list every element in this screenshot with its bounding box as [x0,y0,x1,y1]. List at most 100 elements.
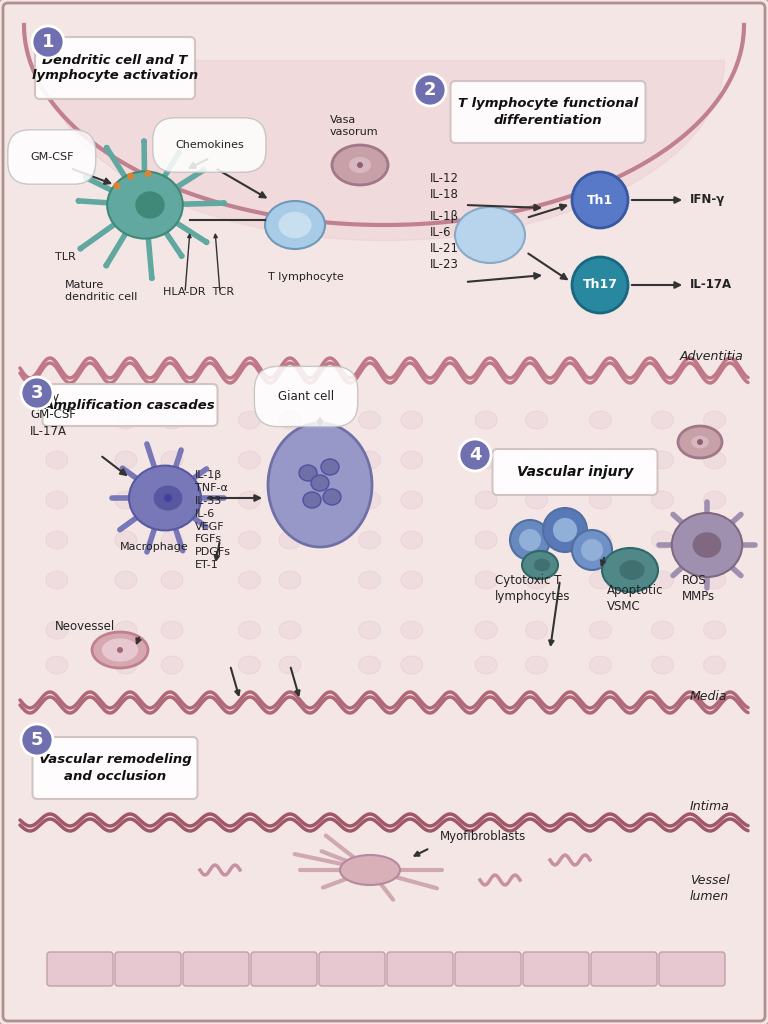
Circle shape [414,74,446,106]
Ellipse shape [590,571,611,589]
Circle shape [103,262,109,268]
Ellipse shape [525,656,548,674]
Text: Vascular injury: Vascular injury [517,465,633,479]
Ellipse shape [161,571,183,589]
FancyBboxPatch shape [183,952,249,986]
FancyBboxPatch shape [32,737,197,799]
Ellipse shape [46,490,68,509]
Ellipse shape [161,656,183,674]
Ellipse shape [475,531,497,549]
Ellipse shape [401,571,422,589]
Text: HLA-DR  TCR: HLA-DR TCR [163,287,234,297]
FancyBboxPatch shape [251,952,317,986]
Text: 3: 3 [31,384,43,402]
Text: 4: 4 [468,446,482,464]
Ellipse shape [108,171,183,239]
Text: Chemokines: Chemokines [175,140,243,150]
Circle shape [572,257,628,313]
Circle shape [221,200,227,206]
Ellipse shape [114,571,137,589]
Ellipse shape [651,531,674,549]
Circle shape [543,508,587,552]
Circle shape [204,240,210,245]
Ellipse shape [311,475,329,490]
Ellipse shape [279,621,301,639]
Circle shape [32,26,64,58]
Circle shape [572,172,628,228]
Circle shape [78,246,84,252]
Ellipse shape [46,531,68,549]
Circle shape [83,174,89,180]
Ellipse shape [401,656,422,674]
Ellipse shape [46,656,68,674]
Ellipse shape [265,201,325,249]
Ellipse shape [401,621,422,639]
Ellipse shape [135,191,164,219]
Ellipse shape [672,513,742,577]
Ellipse shape [651,571,674,589]
Circle shape [149,275,155,281]
Ellipse shape [703,621,726,639]
Text: IL-1β
TNF-α
IL-33
IL-6
VEGF
FGFs
PDGFs
ET-1: IL-1β TNF-α IL-33 IL-6 VEGF FGFs PDGFs E… [195,470,231,570]
FancyBboxPatch shape [387,952,453,986]
Polygon shape [20,710,748,825]
FancyBboxPatch shape [115,952,181,986]
Text: Intima: Intima [690,800,730,813]
Ellipse shape [475,411,497,429]
Ellipse shape [703,571,726,589]
Ellipse shape [693,532,721,558]
Ellipse shape [238,451,260,469]
Text: 2: 2 [424,81,436,99]
FancyBboxPatch shape [492,449,657,495]
FancyBboxPatch shape [659,952,725,986]
Ellipse shape [359,571,381,589]
FancyBboxPatch shape [319,952,385,986]
Ellipse shape [590,490,611,509]
Text: Vasa
vasorum: Vasa vasorum [330,115,379,137]
Ellipse shape [475,621,497,639]
Ellipse shape [238,411,260,429]
Circle shape [572,530,612,570]
Ellipse shape [525,621,548,639]
FancyBboxPatch shape [47,952,113,986]
Ellipse shape [340,855,400,885]
Polygon shape [20,80,748,370]
Text: GM-CSF: GM-CSF [30,152,74,162]
Text: Neovessel: Neovessel [55,620,115,633]
Ellipse shape [238,656,260,674]
Circle shape [553,518,577,542]
Ellipse shape [401,411,422,429]
Circle shape [697,439,703,445]
Ellipse shape [279,571,301,589]
Text: Dendritic cell and T
lymphocyte activation: Dendritic cell and T lymphocyte activati… [32,53,198,83]
Ellipse shape [102,638,138,662]
Ellipse shape [359,451,381,469]
Ellipse shape [46,621,68,639]
Ellipse shape [92,632,148,668]
Text: Media: Media [690,690,727,703]
Ellipse shape [590,656,611,674]
FancyBboxPatch shape [35,37,195,99]
Ellipse shape [268,423,372,547]
Ellipse shape [161,621,183,639]
Ellipse shape [114,411,137,429]
Ellipse shape [525,531,548,549]
Text: IL-17A: IL-17A [690,278,732,291]
Ellipse shape [590,621,611,639]
Circle shape [127,173,134,179]
Ellipse shape [525,451,548,469]
Text: IL-12
IL-18: IL-12 IL-18 [430,172,459,201]
Text: ROS
MMPs: ROS MMPs [682,574,715,603]
Polygon shape [20,830,748,1005]
Ellipse shape [534,559,550,571]
Ellipse shape [590,531,611,549]
Ellipse shape [161,490,183,509]
Text: Giant cell: Giant cell [278,390,334,403]
Text: Th1: Th1 [587,194,613,207]
Circle shape [200,167,207,173]
Ellipse shape [279,490,301,509]
Ellipse shape [590,411,611,429]
Circle shape [21,724,53,756]
Ellipse shape [279,411,301,429]
Ellipse shape [114,621,137,639]
